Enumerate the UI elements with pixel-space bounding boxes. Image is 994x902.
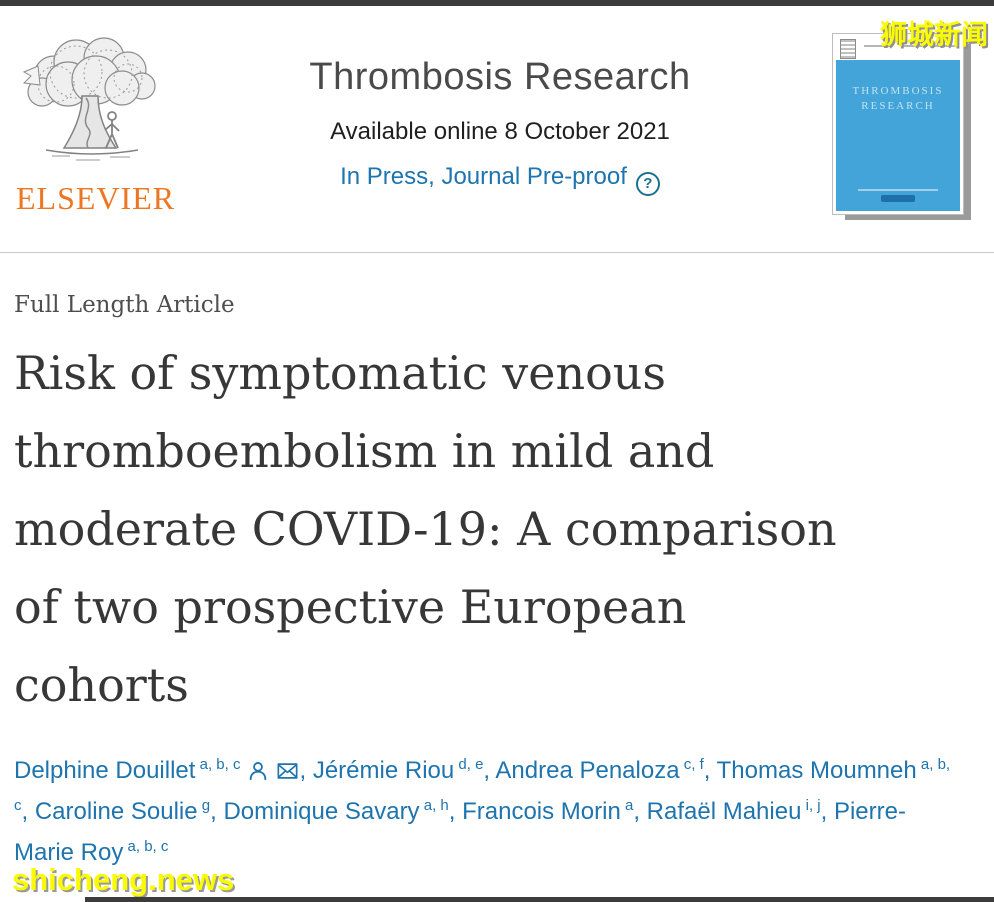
cover-top-band: [836, 37, 960, 60]
available-online-date: Available online 8 October 2021: [330, 118, 670, 145]
elsevier-wordmark: ELSEVIER: [16, 180, 176, 216]
author[interactable]: Dominique Savary a, h: [223, 798, 448, 825]
author[interactable]: Thomas Moumneh a, b, c: [14, 757, 950, 825]
author[interactable]: Andrea Penaloza c, f: [495, 757, 703, 784]
article-title-line: Risk of symptomatic venous: [14, 346, 667, 400]
author-separator: ,: [448, 798, 463, 825]
cover-journal-name-line2: RESEARCH: [861, 100, 935, 112]
watermark-bottom-left: shicheng.news: [12, 862, 235, 897]
cover-mini-logo-icon: [840, 39, 856, 59]
author-affiliations: a, b, c: [14, 756, 951, 814]
article-status-row: In Press, Journal Pre-proof?: [190, 163, 810, 196]
author-affiliations: g: [197, 797, 211, 814]
author-name[interactable]: Jérémie Riou: [312, 757, 455, 784]
author-affiliations: d, e: [454, 756, 484, 773]
author-profile-icon[interactable]: [247, 760, 269, 782]
author[interactable]: Jérémie Riou d, e: [313, 757, 484, 784]
journal-cover-thumbnail[interactable]: THROMBOSIS RESEARCH: [832, 33, 964, 215]
author-affiliations: a: [620, 797, 634, 814]
journal-header: Thrombosis Research Available online 8 O…: [190, 56, 810, 196]
author-affiliations: a, b, c: [195, 756, 241, 773]
author-name[interactable]: Caroline Soulie: [34, 798, 198, 825]
cover-bottom-text-placeholder: [858, 189, 938, 191]
help-icon[interactable]: ?: [635, 171, 660, 196]
in-press-link[interactable]: In Press, Journal Pre-proof: [340, 163, 627, 190]
author-name[interactable]: Pierre-Marie Roy: [14, 798, 906, 866]
author[interactable]: Caroline Soulie g: [35, 798, 210, 825]
article-type-label: Full Length Article: [14, 292, 235, 318]
author-separator: ,: [483, 757, 496, 784]
author-name[interactable]: Francois Morin: [462, 798, 621, 825]
elsevier-tree-logo-icon: [22, 37, 156, 161]
cover-top-text-placeholder: [902, 45, 924, 47]
article-title-line: cohorts: [14, 658, 189, 712]
author-name[interactable]: Thomas Moumneh: [716, 757, 917, 784]
author-name[interactable]: Delphine Douillet: [14, 757, 196, 784]
author-affiliations: a, b, c: [123, 838, 169, 855]
author-separator: ,: [299, 757, 313, 784]
cover-sciencedirect-logo-icon: [881, 195, 915, 202]
author-separator: ,: [703, 757, 717, 784]
journal-title: Thrombosis Research: [309, 56, 691, 98]
article-title-line: thromboembolism in mild and: [14, 424, 715, 478]
author-list: Delphine Douillet a, b, c , Jérémie Riou…: [14, 750, 962, 873]
author[interactable]: Francois Morin a: [462, 798, 633, 825]
cover-front: THROMBOSIS RESEARCH: [836, 60, 960, 211]
author-affiliations: i, j: [801, 797, 821, 814]
article-title-line: of two prospective European: [14, 580, 687, 634]
author-affiliations: c, f: [679, 756, 704, 773]
article-title: Risk of symptomatic venous thromboembolis…: [14, 334, 982, 724]
author[interactable]: Rafaël Mahieu i, j: [647, 798, 821, 825]
author-name[interactable]: Andrea Penaloza: [495, 757, 680, 784]
bottom-window-bar: [85, 897, 994, 902]
author-separator: ,: [633, 798, 647, 825]
author-affiliations: a, h: [419, 797, 449, 814]
publisher-logo: ELSEVIER: [12, 34, 187, 217]
header-divider: [0, 252, 994, 253]
author[interactable]: Pierre-Marie Roy a, b, c: [14, 798, 906, 866]
article-title-line: moderate COVID-19: A comparison: [14, 502, 837, 556]
cover-top-text-placeholder: [932, 45, 956, 47]
cover-journal-name: THROMBOSIS RESEARCH: [836, 84, 960, 114]
author-name[interactable]: Dominique Savary: [223, 798, 420, 825]
author-separator: ,: [210, 798, 224, 825]
author-separator: ,: [820, 798, 834, 825]
cover-journal-name-line1: THROMBOSIS: [852, 85, 944, 97]
watermark-top-right: 狮城新闻: [880, 20, 988, 50]
top-window-bar: [0, 0, 994, 6]
corresponding-author-email-icon[interactable]: [276, 760, 299, 782]
cover-top-text-placeholder: [864, 45, 892, 47]
author[interactable]: Delphine Douillet a, b, c: [14, 757, 299, 784]
author-name[interactable]: Rafaël Mahieu: [646, 798, 802, 825]
author-separator: ,: [21, 798, 35, 825]
